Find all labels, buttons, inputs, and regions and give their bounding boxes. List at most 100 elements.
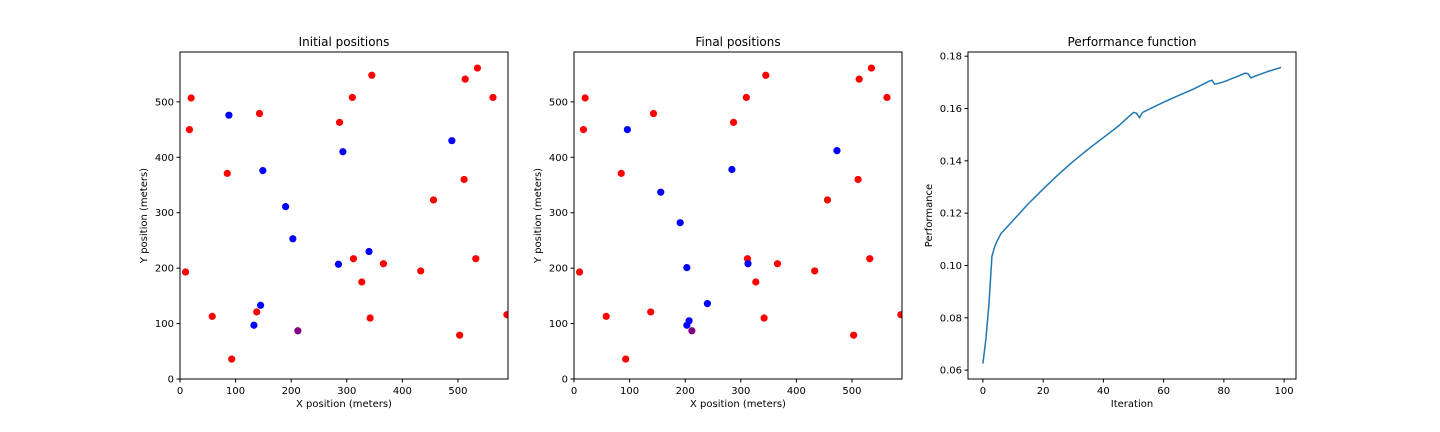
red-point bbox=[368, 71, 376, 79]
red-point bbox=[472, 255, 480, 263]
red-point bbox=[473, 64, 482, 72]
blue-point bbox=[282, 203, 290, 211]
blue-point bbox=[685, 317, 693, 325]
y-tick-label: 0.10 bbox=[940, 261, 962, 272]
blue-point bbox=[833, 147, 841, 155]
red-point bbox=[456, 331, 464, 339]
plot-area bbox=[181, 64, 508, 363]
x-tick-label: 300 bbox=[731, 386, 750, 397]
red-point bbox=[187, 94, 195, 102]
red-point bbox=[854, 175, 862, 184]
x-tick-label: 400 bbox=[787, 386, 806, 397]
y-tick-label: 0 bbox=[562, 375, 568, 386]
red-point bbox=[850, 331, 858, 339]
y-tick-label: 0.12 bbox=[940, 209, 962, 220]
blue-point bbox=[365, 247, 373, 256]
blue-point bbox=[289, 235, 297, 243]
y-tick-label: 100 bbox=[155, 319, 174, 330]
x-tick-label: 20 bbox=[1037, 386, 1050, 397]
red-point bbox=[883, 93, 891, 102]
blue-point bbox=[683, 263, 691, 272]
final-positions-chart: 0 100 200 300 400 500 0 100 200 300 400 500 Final po… bbox=[533, 35, 903, 410]
y-tick-label: 300 bbox=[549, 208, 568, 219]
blue-point bbox=[339, 148, 347, 156]
red-point bbox=[742, 93, 750, 102]
red-point bbox=[866, 255, 874, 263]
y-tick-label: 0.18 bbox=[940, 52, 962, 63]
y-tick-label: 200 bbox=[549, 264, 568, 275]
x-tick-label: 100 bbox=[620, 386, 639, 397]
y-tick-label: 0.08 bbox=[940, 313, 962, 324]
blue-point bbox=[250, 321, 258, 329]
red-point bbox=[575, 268, 584, 276]
y-tick-label: 400 bbox=[549, 153, 568, 164]
blue-point bbox=[703, 300, 712, 308]
red-point bbox=[823, 196, 832, 204]
blue-point bbox=[676, 219, 684, 227]
blue-point bbox=[744, 260, 752, 268]
y-tick-label: 300 bbox=[155, 208, 174, 219]
x-axis-label: X position (meters) bbox=[690, 399, 786, 410]
red-point bbox=[602, 312, 610, 320]
y-tick-label: 0.06 bbox=[940, 366, 962, 377]
x-tick-label: 0 bbox=[980, 386, 986, 397]
y-tick-label: 0.16 bbox=[940, 104, 962, 115]
x-axis-label: Iteration bbox=[1111, 399, 1153, 410]
red-point bbox=[762, 71, 770, 79]
red-point bbox=[867, 64, 876, 72]
x-tick-label: 0 bbox=[571, 386, 577, 397]
red-point bbox=[811, 267, 819, 275]
plot-area bbox=[575, 64, 902, 363]
red-point bbox=[897, 311, 902, 319]
x-tick-label: 300 bbox=[337, 386, 356, 397]
y-tick-label: 500 bbox=[155, 97, 174, 108]
x-tick-label: 500 bbox=[448, 386, 467, 397]
red-point bbox=[503, 311, 508, 319]
red-point bbox=[855, 75, 863, 83]
y-tick-label: 0 bbox=[168, 375, 174, 386]
purple-point bbox=[294, 327, 302, 335]
red-point bbox=[760, 314, 768, 322]
y-tick-label: 400 bbox=[155, 153, 174, 164]
x-tick-label: 60 bbox=[1157, 386, 1170, 397]
chart-title: Performance function bbox=[1068, 35, 1197, 49]
red-point bbox=[622, 355, 630, 363]
y-tick-label: 200 bbox=[155, 264, 174, 275]
red-point bbox=[417, 267, 425, 275]
x-tick-label: 0 bbox=[177, 386, 183, 397]
y-tick-label: 0.14 bbox=[940, 156, 962, 167]
x-tick-label: 500 bbox=[842, 386, 861, 397]
chart-title: Final positions bbox=[695, 35, 780, 49]
red-point bbox=[461, 75, 469, 83]
red-point bbox=[349, 255, 358, 263]
red-point bbox=[379, 260, 388, 268]
red-point bbox=[335, 118, 344, 126]
y-axis-label: Y position (meters) bbox=[533, 168, 544, 264]
y-tick-label: 500 bbox=[549, 97, 568, 108]
red-point bbox=[649, 109, 658, 118]
red-point bbox=[348, 93, 356, 102]
y-axis-label: Performance bbox=[924, 184, 935, 247]
blue-point bbox=[728, 165, 736, 174]
performance-function-chart: 0 20 40 60 80 100 0.06 0.08 0.10 0.12 0.14 0.16 0.18… bbox=[924, 35, 1297, 410]
red-point bbox=[579, 125, 588, 134]
x-tick-label: 400 bbox=[393, 386, 412, 397]
blue-point bbox=[334, 260, 343, 268]
red-point bbox=[647, 308, 655, 316]
red-point bbox=[429, 196, 438, 204]
x-tick-label: 100 bbox=[1275, 386, 1294, 397]
x-tick-label: 40 bbox=[1097, 386, 1110, 397]
red-point bbox=[617, 169, 625, 177]
x-tick-label: 100 bbox=[226, 386, 245, 397]
red-point bbox=[223, 169, 231, 177]
y-axis-label: Y position (meters) bbox=[139, 168, 150, 264]
red-point bbox=[366, 314, 374, 322]
red-point bbox=[460, 175, 468, 184]
red-point bbox=[581, 94, 589, 102]
blue-point bbox=[259, 167, 267, 175]
red-point bbox=[208, 312, 216, 320]
blue-point bbox=[448, 137, 456, 145]
red-point bbox=[752, 278, 760, 286]
red-point bbox=[773, 260, 782, 268]
